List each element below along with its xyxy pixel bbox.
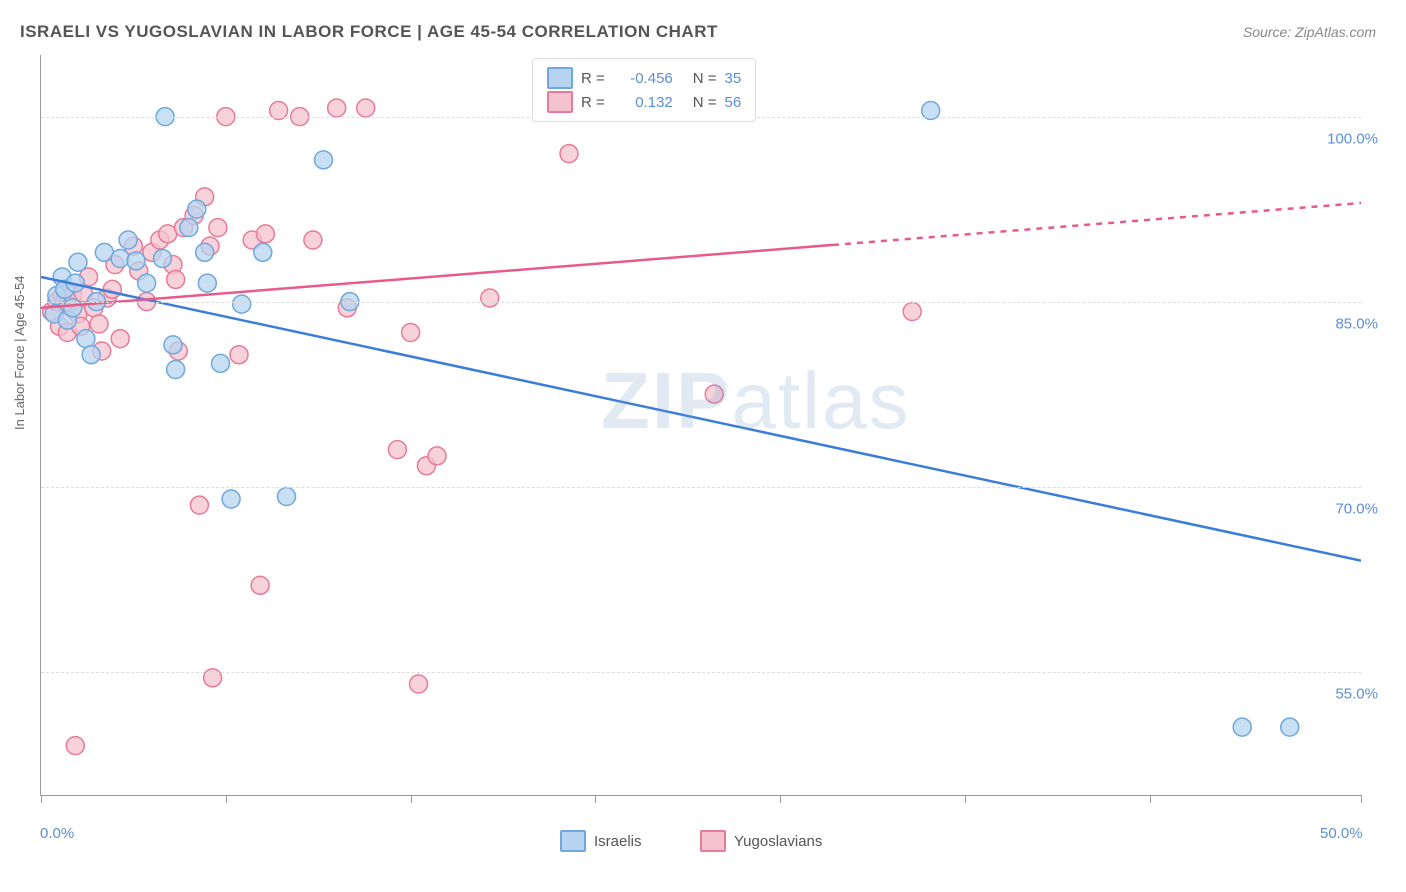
yugoslavians-label: Yugoslavians xyxy=(734,833,822,850)
r-label: R = xyxy=(581,70,605,87)
legend-yugoslavians: Yugoslavians xyxy=(700,830,822,852)
israelis-label: Israelis xyxy=(594,833,642,850)
israelis-swatch xyxy=(547,67,573,89)
x-tick xyxy=(780,795,781,803)
x-tick xyxy=(41,795,42,803)
yugoslavians-swatch xyxy=(547,91,573,113)
x-tick xyxy=(595,795,596,803)
x-tick xyxy=(965,795,966,803)
y-tick-label: 70.0% xyxy=(1335,500,1378,517)
r-label: R = xyxy=(581,94,605,111)
yugoslavians-swatch-icon xyxy=(700,830,726,852)
n-label: N = xyxy=(693,94,717,111)
chart-svg xyxy=(41,55,1361,795)
israelis-swatch-icon xyxy=(560,830,586,852)
chart-title: ISRAELI VS YUGOSLAVIAN IN LABOR FORCE | … xyxy=(20,22,718,42)
legend-row-yugoslavians: R = 0.132 N = 56 xyxy=(547,91,741,113)
r-value-yugoslavians: 0.132 xyxy=(613,94,673,111)
y-axis-label: In Labor Force | Age 45-54 xyxy=(12,276,27,430)
gridline xyxy=(41,487,1361,488)
legend-row-israelis: R = -0.456 N = 35 xyxy=(547,67,741,89)
x-tick xyxy=(1361,795,1362,803)
source-label: Source: ZipAtlas.com xyxy=(1243,24,1376,40)
x-tick xyxy=(411,795,412,803)
n-value-yugoslavians: 56 xyxy=(725,94,742,111)
legend-israelis: Israelis xyxy=(560,830,642,852)
x-tick xyxy=(1150,795,1151,803)
correlation-legend: R = -0.456 N = 35 R = 0.132 N = 56 xyxy=(532,58,756,122)
n-value-israelis: 35 xyxy=(725,70,742,87)
x-tick-label: 0.0% xyxy=(40,825,74,842)
gridline xyxy=(41,672,1361,673)
y-tick-label: 85.0% xyxy=(1335,315,1378,332)
plot-area: ZIPatlas xyxy=(40,55,1361,796)
n-label: N = xyxy=(693,70,717,87)
x-tick-label: 50.0% xyxy=(1320,825,1363,842)
gridline xyxy=(41,302,1361,303)
y-tick-label: 55.0% xyxy=(1335,685,1378,702)
r-value-israelis: -0.456 xyxy=(613,70,673,87)
x-tick xyxy=(226,795,227,803)
y-tick-label: 100.0% xyxy=(1327,130,1378,147)
